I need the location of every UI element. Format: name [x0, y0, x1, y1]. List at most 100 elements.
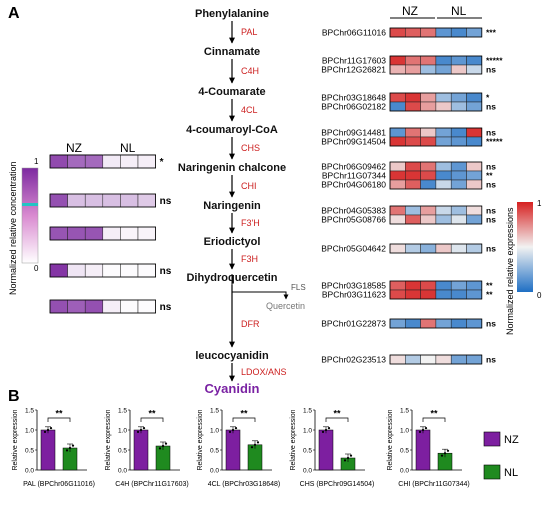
gene-cell	[405, 161, 421, 172]
gene-block-border	[389, 318, 483, 329]
significance-bracket	[325, 417, 349, 422]
bar-chart-1: 0.0 0.5 1.0 1.5 Relative expression ** PAL (BP…	[12, 408, 95, 489]
gene-id: BPChr01G22873	[321, 319, 386, 329]
gene-cell	[466, 214, 483, 225]
y-tick-label: 0.0	[400, 468, 409, 475]
significance-label: **	[55, 409, 63, 419]
gene-cell	[389, 243, 406, 254]
gene-cell	[466, 170, 483, 181]
legend-nl-swatch	[483, 464, 501, 480]
metab-cell	[49, 226, 68, 241]
metab-cell	[137, 299, 156, 314]
expression-legend: 1 0 Normalized relative expressions	[505, 199, 542, 335]
gene-cell	[435, 170, 452, 181]
gene-cell	[435, 205, 452, 216]
y-tick-label: 1.0	[210, 428, 219, 435]
nz-bar	[133, 429, 149, 471]
metab-significance: ns	[160, 266, 172, 277]
gene-id: BPChr06G02182	[321, 102, 386, 112]
enzyme-3: 4CL	[241, 105, 258, 115]
data-point	[231, 428, 235, 432]
metab-cell	[102, 154, 121, 169]
metab-cell	[49, 193, 68, 208]
gene-significance: **	[486, 281, 493, 291]
gene-significance: *	[486, 93, 490, 103]
gene-cell	[450, 127, 467, 138]
gene-cell	[435, 55, 452, 66]
gene-cell	[450, 101, 467, 112]
gene-cell	[450, 92, 467, 103]
gene-cell	[389, 280, 406, 291]
gene-id: BPChr02G23513	[321, 355, 386, 365]
data-point	[421, 428, 425, 432]
x-axis-label: CHS (BPChr09G14504)	[300, 481, 375, 488]
fls-branch: FLS Quercetin	[231, 274, 306, 311]
expression-legend-min: 0	[537, 291, 542, 300]
gene-cell	[420, 136, 437, 147]
y-tick-label: 0.5	[210, 448, 219, 455]
gene-cell	[450, 354, 467, 365]
gene-cell	[435, 27, 452, 38]
y-tick-label: 1.0	[25, 428, 34, 435]
gene-cell	[420, 161, 437, 172]
metab-cell	[84, 299, 104, 314]
y-tick-label: 1.5	[400, 408, 409, 415]
enzyme-8: DFR	[241, 319, 260, 329]
bar-charts: 0.0 0.5 1.0 1.5 Relative expression ** PAL (BP…	[12, 408, 470, 489]
gene-cell	[435, 318, 452, 329]
gene-cell	[405, 179, 421, 190]
gene-cell	[389, 27, 406, 38]
metab-cell	[102, 263, 121, 278]
enzyme-6: F3'H	[241, 218, 260, 228]
metab-cell	[137, 193, 156, 208]
gene-cell	[450, 318, 467, 329]
metab-cell	[84, 263, 104, 278]
gene-cell	[435, 64, 452, 75]
gene-cell	[420, 243, 437, 254]
metab-row-border	[49, 226, 156, 241]
x-axis-label: 4CL (BPChr03G18648)	[208, 481, 281, 488]
metab-row-border	[49, 154, 156, 169]
y-axis-label: Relative expression	[290, 409, 297, 470]
enzyme-9: LDOX/ANS	[241, 367, 287, 377]
metab-cell	[84, 154, 104, 169]
concentration-legend-title: Normalized relative concentration	[8, 161, 18, 295]
gene-id: BPChr09G14504	[321, 137, 386, 147]
gene-cell	[450, 214, 467, 225]
gene-cell	[466, 64, 483, 75]
bar-chart-4: 0.0 0.5 1.0 1.5 Relative expression ** CHS (BP…	[290, 408, 374, 489]
metab-cell	[102, 226, 121, 241]
gene-cell	[466, 55, 483, 66]
metab-cell	[67, 299, 86, 314]
concentration-legend-max: 1	[34, 157, 39, 166]
gene-group-nz: NZ	[402, 4, 418, 18]
gene-cell	[389, 289, 406, 300]
significance-bracket	[422, 417, 446, 422]
gene-cell	[405, 318, 421, 329]
gene-cell	[420, 27, 437, 38]
concentration-legend-min: 0	[34, 264, 39, 273]
metab-cell	[120, 263, 139, 278]
gene-id: BPChr03G11623	[322, 290, 386, 300]
gene-significance: ns	[486, 355, 496, 365]
data-point	[158, 447, 162, 450]
metab-row-border	[49, 263, 156, 278]
gene-block-border	[389, 161, 483, 190]
metab-cell	[120, 299, 139, 314]
nz-bar	[225, 429, 241, 471]
y-axis-label: Relative expression	[387, 409, 394, 470]
gene-cell	[420, 101, 437, 112]
gene-cell	[435, 214, 452, 225]
panel-label-a: A	[8, 5, 20, 22]
gene-cell	[435, 354, 452, 365]
gene-block-border	[389, 55, 483, 75]
gene-cell	[405, 136, 421, 147]
gene-cell	[405, 170, 421, 181]
gene-cell	[420, 318, 437, 329]
gene-cell	[420, 127, 437, 138]
significance-label: **	[333, 409, 341, 419]
y-tick-label: 1.0	[118, 428, 127, 435]
compound-2: Cinnamate	[204, 46, 260, 58]
gene-cell	[450, 64, 467, 75]
y-tick-label: 0.5	[25, 448, 34, 455]
